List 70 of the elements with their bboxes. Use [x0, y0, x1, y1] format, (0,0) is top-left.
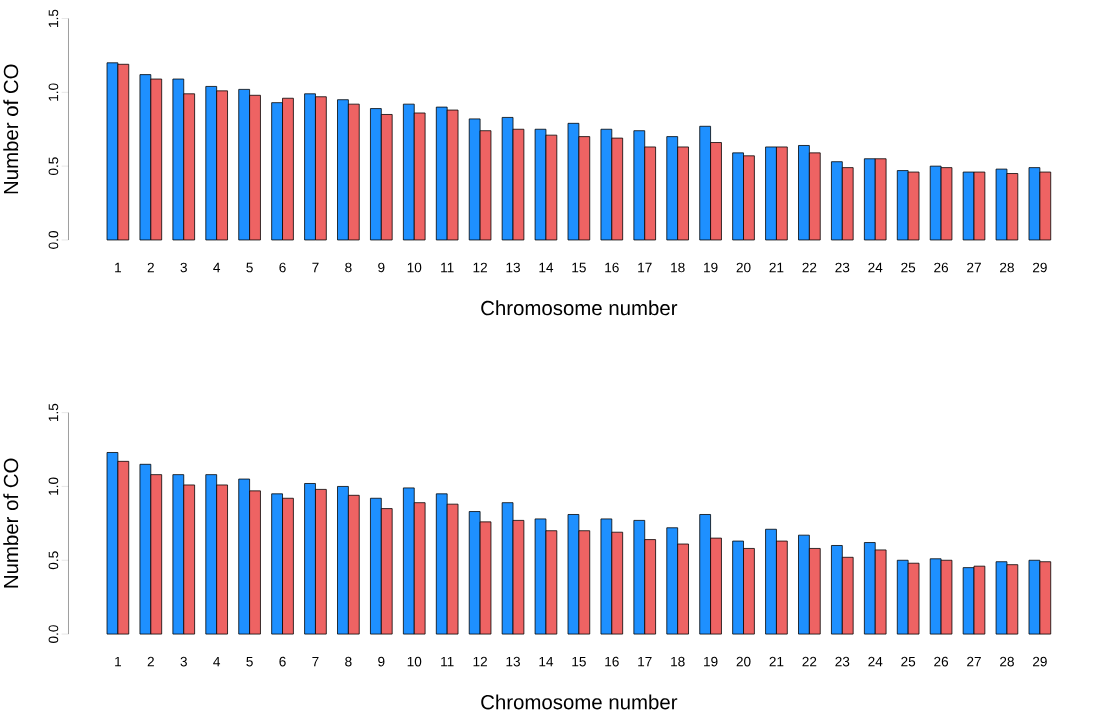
- x-tick-label: 1: [115, 656, 122, 667]
- y-tick-label: 1.5: [48, 9, 59, 27]
- x-tick-label: 7: [312, 262, 319, 273]
- y-tick-label: 1.5: [48, 403, 59, 422]
- x-tick-label: 10: [407, 262, 422, 273]
- x-tick-label: 23: [835, 262, 850, 273]
- y-tick-label: 0.0: [48, 625, 59, 643]
- x-tick-label: 28: [1000, 656, 1014, 667]
- x-tick-label: 7: [312, 656, 319, 667]
- x-tick-label: 3: [180, 656, 187, 667]
- x-tick-label: 15: [572, 656, 586, 667]
- x-tick-label: 17: [638, 656, 652, 667]
- x-tick-label: 24: [868, 262, 883, 273]
- x-tick-label: 4: [213, 656, 221, 667]
- x-tick-label: 24: [868, 656, 883, 667]
- x-tick-label: 2: [147, 262, 154, 273]
- x-tick-label: 12: [473, 656, 487, 667]
- x-tick-label: 18: [671, 262, 685, 273]
- y-tick-label: 1.0: [48, 83, 59, 101]
- x-tick-label: 15: [572, 262, 586, 273]
- x-tick-label: 5: [246, 262, 253, 273]
- x-tick-label: 2: [147, 656, 154, 667]
- x-tick-label: 20: [736, 656, 751, 667]
- x-tick-label: 19: [704, 656, 718, 667]
- x-tick-label: 22: [802, 262, 817, 273]
- x-tick-label: 27: [967, 262, 981, 273]
- y-tick-label: 0.5: [48, 157, 59, 176]
- x-tick-label: 25: [901, 262, 916, 273]
- y-axis-title: Number of CO: [3, 64, 19, 194]
- x-tick-label: 23: [835, 656, 850, 667]
- x-tick-label: 25: [901, 656, 916, 667]
- x-tick-label: 22: [802, 656, 817, 667]
- x-tick-label: 20: [736, 262, 751, 273]
- x-tick-label: 1: [115, 262, 122, 273]
- x-tick-label: 16: [605, 262, 619, 273]
- x-tick-label: 19: [704, 262, 718, 273]
- x-tick-label: 8: [345, 262, 352, 273]
- x-tick-label: 17: [638, 262, 652, 273]
- x-tick-label: 26: [934, 262, 949, 273]
- x-tick-label: 9: [378, 262, 385, 273]
- x-tick-label: 13: [506, 656, 520, 667]
- y-tick-label: 0.0: [48, 231, 59, 249]
- x-tick-label: 28: [1000, 262, 1014, 273]
- x-tick-label: 11: [441, 656, 454, 667]
- x-tick-label: 9: [378, 656, 385, 667]
- x-tick-label: 27: [967, 656, 981, 667]
- x-tick-label: 4: [213, 262, 221, 273]
- x-tick-label: 10: [407, 656, 422, 667]
- x-tick-label: 21: [769, 656, 784, 667]
- y-tick-label: 1.0: [48, 477, 59, 495]
- x-tick-label: 5: [246, 656, 253, 667]
- x-tick-label: 8: [345, 656, 352, 667]
- x-tick-label: 29: [1032, 262, 1047, 273]
- x-tick-label: 14: [539, 656, 554, 667]
- x-tick-label: 16: [605, 656, 619, 667]
- x-axis-title: Chromosome number: [481, 694, 678, 710]
- x-tick-label: 13: [506, 262, 520, 273]
- x-tick-label: 6: [279, 656, 286, 667]
- x-tick-label: 3: [180, 262, 187, 273]
- x-tick-label: 11: [441, 262, 454, 273]
- x-axis-title: Chromosome number: [481, 300, 678, 316]
- x-tick-label: 18: [671, 656, 685, 667]
- x-tick-label: 14: [539, 262, 554, 273]
- y-axis-title: Number of CO: [3, 458, 19, 588]
- x-tick-label: 26: [934, 656, 949, 667]
- x-tick-label: 6: [279, 262, 286, 273]
- x-tick-label: 21: [769, 262, 784, 273]
- x-tick-label: 12: [473, 262, 487, 273]
- y-tick-label: 0.5: [48, 551, 59, 570]
- x-tick-label: 29: [1032, 656, 1047, 667]
